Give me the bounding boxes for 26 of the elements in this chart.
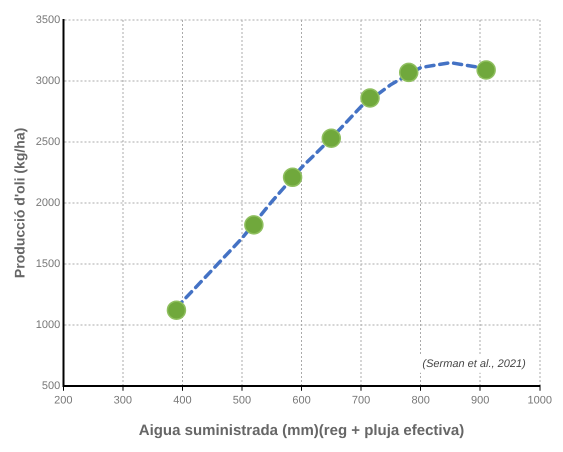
x-tick-label: 900 (471, 394, 490, 406)
x-tick-label: 400 (173, 394, 192, 406)
point (360, 88, 380, 108)
y-tick-label: 3000 (36, 75, 60, 87)
x-tick-label: 600 (292, 394, 311, 406)
y-tick-label: 2000 (36, 196, 60, 209)
y-tick-label: 2500 (36, 136, 60, 148)
point (322, 128, 342, 148)
x-tick-label: 200 (54, 394, 72, 406)
point (476, 60, 496, 80)
y-axis-title: Producció d'oli (kg/ha) (11, 128, 28, 278)
annotation: (Serman et al., 2021) (422, 358, 526, 370)
x-axis-title: Aigua suministrada (mm)(reg + pluja efectiva) (138, 422, 464, 440)
x-tick-label: 700 (352, 394, 370, 406)
point (282, 168, 302, 188)
x-tick-label: 1000 (528, 394, 552, 406)
x-tick-label: 300 (114, 394, 132, 406)
point (398, 62, 418, 82)
y-tick-label: 3500 (36, 14, 60, 26)
point (166, 300, 186, 320)
y-tick-label: 500 (42, 380, 60, 392)
y-tick-label: 1000 (36, 318, 60, 331)
x-tick-label: 800 (411, 394, 430, 406)
x-tick-label: 500 (232, 394, 252, 406)
y-tick-label: 1500 (36, 258, 60, 270)
point (244, 215, 264, 235)
